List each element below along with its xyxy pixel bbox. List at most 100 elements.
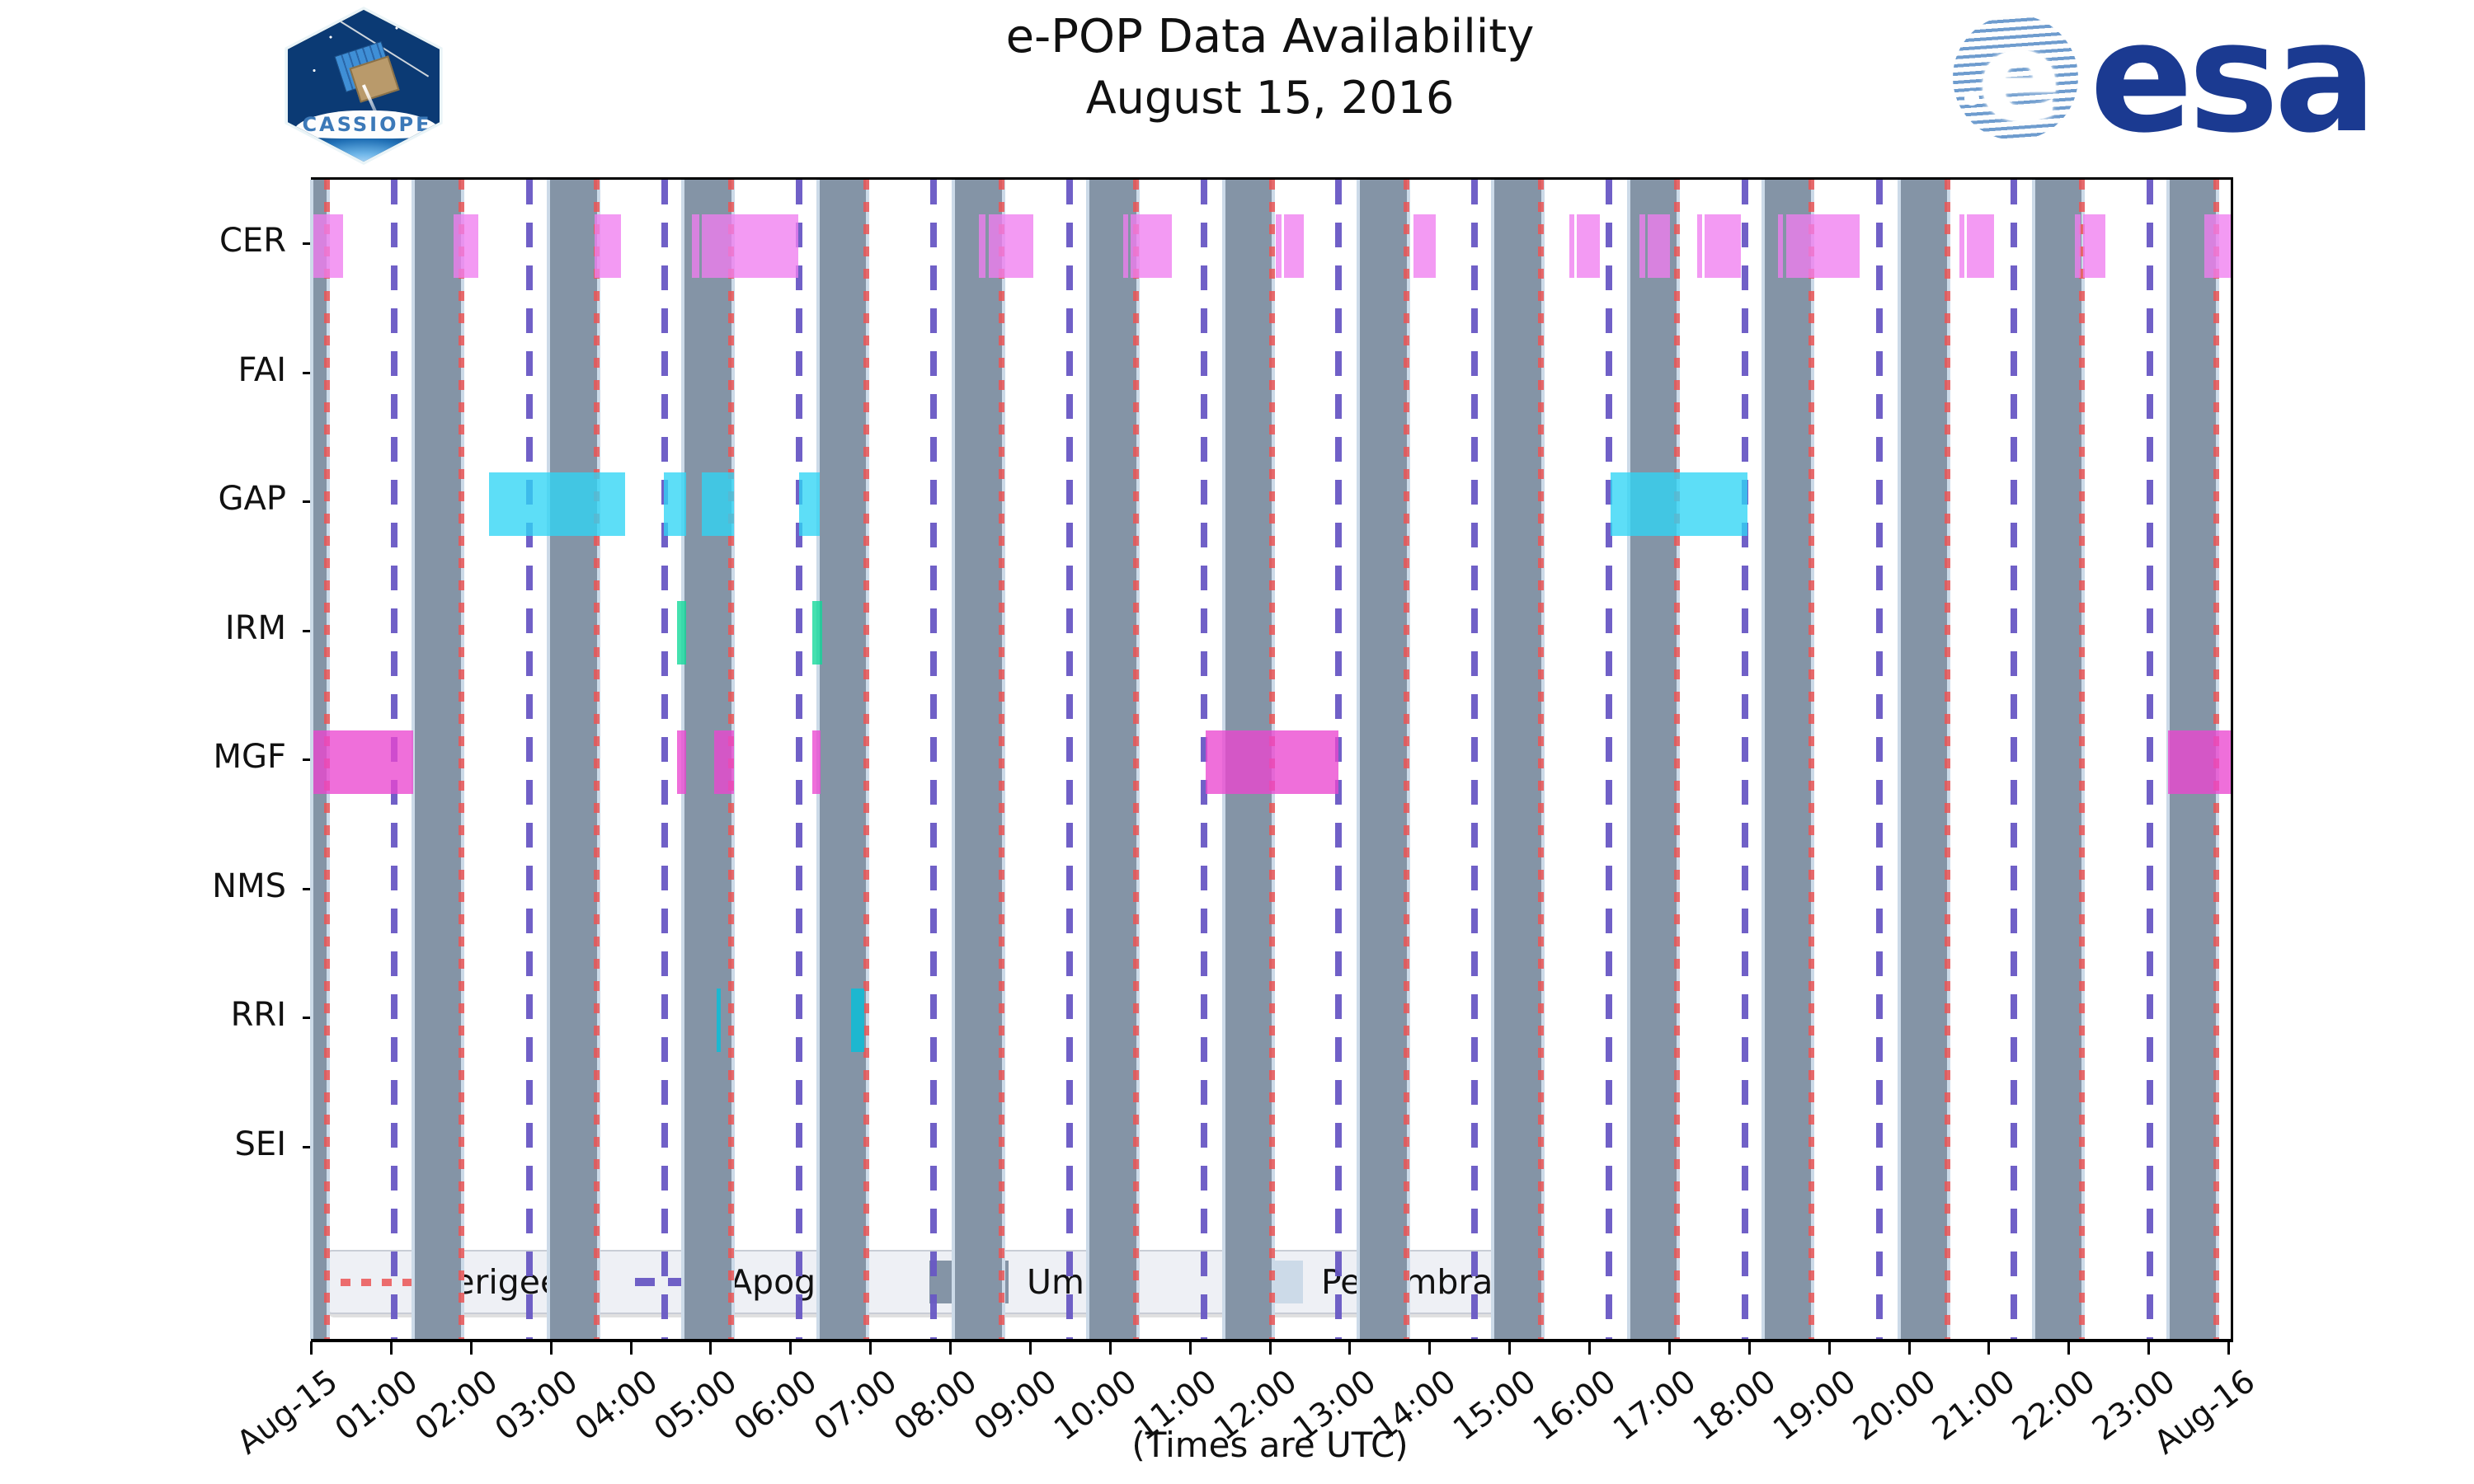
- x-tick: [1348, 1341, 1352, 1355]
- x-axis-label: 05:00: [647, 1363, 745, 1449]
- availability-bar-cer: [691, 214, 700, 278]
- y-axis-label-rri: RRI: [230, 996, 286, 1034]
- umbra-band: [2034, 180, 2082, 1339]
- umbra-band: [1900, 180, 1948, 1339]
- availability-bar-cer: [1705, 214, 1741, 278]
- perigee-line: [999, 180, 1005, 1339]
- x-tick: [1987, 1341, 1991, 1355]
- apogee-line: [1470, 180, 1478, 1339]
- x-axis-label: 01:00: [328, 1363, 425, 1449]
- chart-title: e-POP Data Availability: [1005, 10, 1535, 63]
- availability-bar-mgf: [2168, 730, 2231, 794]
- umbra-band: [1360, 180, 1407, 1339]
- availability-bar-cer: [1569, 214, 1574, 278]
- x-tick: [1747, 1341, 1751, 1355]
- availability-bar-mgf: [313, 730, 414, 794]
- availability-bar-gap: [799, 472, 820, 536]
- perigee-line: [1673, 180, 1680, 1339]
- umbra-band: [1089, 180, 1136, 1339]
- availability-bar-cer: [702, 214, 798, 278]
- x-tick: [2067, 1341, 2071, 1355]
- availability-bar-cer: [453, 214, 479, 278]
- apogee-line: [1066, 180, 1074, 1339]
- y-axis-label-mgf: MGF: [213, 738, 286, 776]
- y-tick: [303, 629, 311, 632]
- availability-bar-irm: [676, 601, 687, 665]
- apogee-line: [525, 180, 533, 1339]
- apogee-line: [1741, 180, 1748, 1339]
- x-tick: [1588, 1341, 1591, 1355]
- availability-bar-gap: [702, 472, 735, 536]
- x-tick: [709, 1341, 713, 1355]
- perigee-line: [594, 180, 600, 1339]
- x-tick: [1907, 1341, 1911, 1355]
- apogee-line: [1875, 180, 1883, 1339]
- availability-bar-irm: [812, 601, 822, 665]
- y-axis-label-sei: SEI: [234, 1125, 286, 1163]
- umbra-band: [1630, 180, 1677, 1339]
- x-tick: [2147, 1341, 2151, 1355]
- availability-bar-rri: [717, 988, 722, 1052]
- esa-logo: e esa: [1953, 0, 2377, 167]
- x-tick: [1827, 1341, 1831, 1355]
- availability-bar-cer: [313, 214, 343, 278]
- availability-bar-cer: [2204, 214, 2231, 278]
- x-tick: [2227, 1341, 2230, 1355]
- perigee-line: [1808, 180, 1814, 1339]
- availability-bar-cer: [1131, 214, 1173, 278]
- availability-bar-cer: [2082, 214, 2106, 278]
- x-tick: [1268, 1341, 1272, 1355]
- y-tick: [303, 1017, 311, 1019]
- apogee-line: [2146, 180, 2153, 1339]
- availability-bar-cer: [1413, 214, 1437, 278]
- umbra-band: [955, 180, 1002, 1339]
- cassiope-mission-patch: CASSIOPE: [278, 7, 449, 165]
- availability-bar-cer: [979, 214, 986, 278]
- y-axis-label-cer: CER: [219, 222, 286, 260]
- chart-subtitle-date: August 15, 2016: [1085, 72, 1455, 124]
- esa-globe-icon: e: [1953, 15, 2078, 140]
- chart-title-block: e-POP Data Availability August 15, 2016: [775, 10, 1765, 124]
- umbra-band: [819, 180, 867, 1339]
- availability-bar-rri: [851, 988, 865, 1052]
- x-tick: [1188, 1341, 1192, 1355]
- availability-bar-cer: [1967, 214, 1994, 278]
- perigee-line: [1133, 180, 1140, 1339]
- x-tick: [949, 1341, 952, 1355]
- x-tick: [389, 1341, 393, 1355]
- availability-bar-mgf: [713, 730, 735, 794]
- umbra-band: [550, 180, 597, 1339]
- x-tick: [1428, 1341, 1432, 1355]
- timeline-plot-area: [311, 177, 2233, 1342]
- y-tick: [303, 1145, 311, 1148]
- availability-bar-cer: [1639, 214, 1645, 278]
- x-axis-label: 02:00: [407, 1363, 505, 1449]
- x-tick: [469, 1341, 473, 1355]
- availability-bar-cer: [2075, 214, 2081, 278]
- apogee-line: [796, 180, 803, 1339]
- umbra-band: [1764, 180, 1812, 1339]
- apogee-line: [661, 180, 669, 1339]
- y-tick: [303, 242, 311, 245]
- perigee-line: [458, 180, 464, 1339]
- y-axis-label-gap: GAP: [218, 480, 286, 518]
- x-axis-label: 19:00: [1766, 1363, 1863, 1449]
- availability-bar-cer: [1276, 214, 1282, 278]
- x-axis-label: 22:00: [2006, 1363, 2103, 1449]
- apogee-line: [1335, 180, 1343, 1339]
- perigee-line: [1538, 180, 1545, 1339]
- perigee-line: [2078, 180, 2085, 1339]
- perigee-line: [1944, 180, 1950, 1339]
- y-axis-label-irm: IRM: [224, 608, 286, 647]
- availability-bar-cer: [1577, 214, 1600, 278]
- availability-bar-cer: [1778, 214, 1784, 278]
- y-tick: [303, 371, 311, 374]
- availability-bar-gap: [1610, 472, 1747, 536]
- availability-bar-mgf: [1205, 730, 1339, 794]
- availability-bar-cer: [1696, 214, 1702, 278]
- x-tick: [1667, 1341, 1671, 1355]
- x-axis-label: Aug-15: [230, 1363, 346, 1463]
- y-tick: [303, 887, 311, 890]
- y-axis-label-nms: NMS: [212, 866, 286, 905]
